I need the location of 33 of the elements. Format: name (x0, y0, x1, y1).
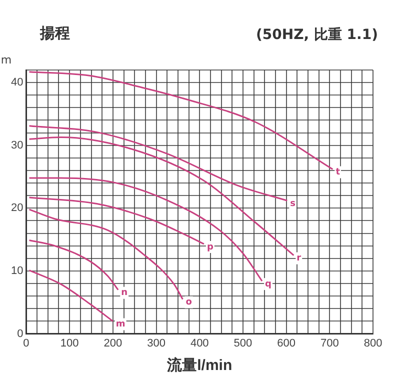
chart-title: 揚程 (40, 24, 70, 43)
annotation: n (121, 288, 128, 298)
annotation: r (296, 254, 302, 264)
x-tick-label: 600 (277, 337, 296, 350)
annotation: o (186, 298, 192, 308)
line-series (28, 71, 334, 170)
line-series (28, 136, 294, 256)
x-tick-label: 400 (190, 337, 209, 350)
annotation: p (206, 242, 214, 252)
x-tick-label: 500 (234, 337, 252, 350)
y-tick-label: 10 (10, 265, 24, 278)
x-tick-label: 100 (60, 337, 79, 350)
annotation: q (265, 279, 272, 290)
chart-subtitle: (50HZ, 比重 1.1) (256, 26, 378, 44)
y-tick-label: 30 (10, 139, 24, 152)
x-tick-label: 700 (320, 337, 339, 350)
line-series (28, 177, 263, 282)
y-tick-label: 20 (10, 202, 24, 214)
line-series (28, 125, 288, 202)
annotation: t (336, 168, 341, 178)
line-series (28, 239, 119, 291)
line-series (28, 196, 205, 245)
y-axis-title: m (0, 53, 12, 66)
line-series (28, 270, 114, 322)
x-tick-label: 300 (147, 337, 166, 350)
annotation: m (116, 320, 126, 330)
line-series (28, 208, 184, 300)
x-tick-label: 800 (364, 337, 382, 350)
annotation: s (290, 198, 296, 209)
x-tick-label: 200 (104, 337, 122, 350)
y-tick-label: 40 (10, 76, 24, 89)
y-tick-label: 0 (17, 328, 24, 340)
x-axis-title: 流量l/min (166, 356, 232, 374)
